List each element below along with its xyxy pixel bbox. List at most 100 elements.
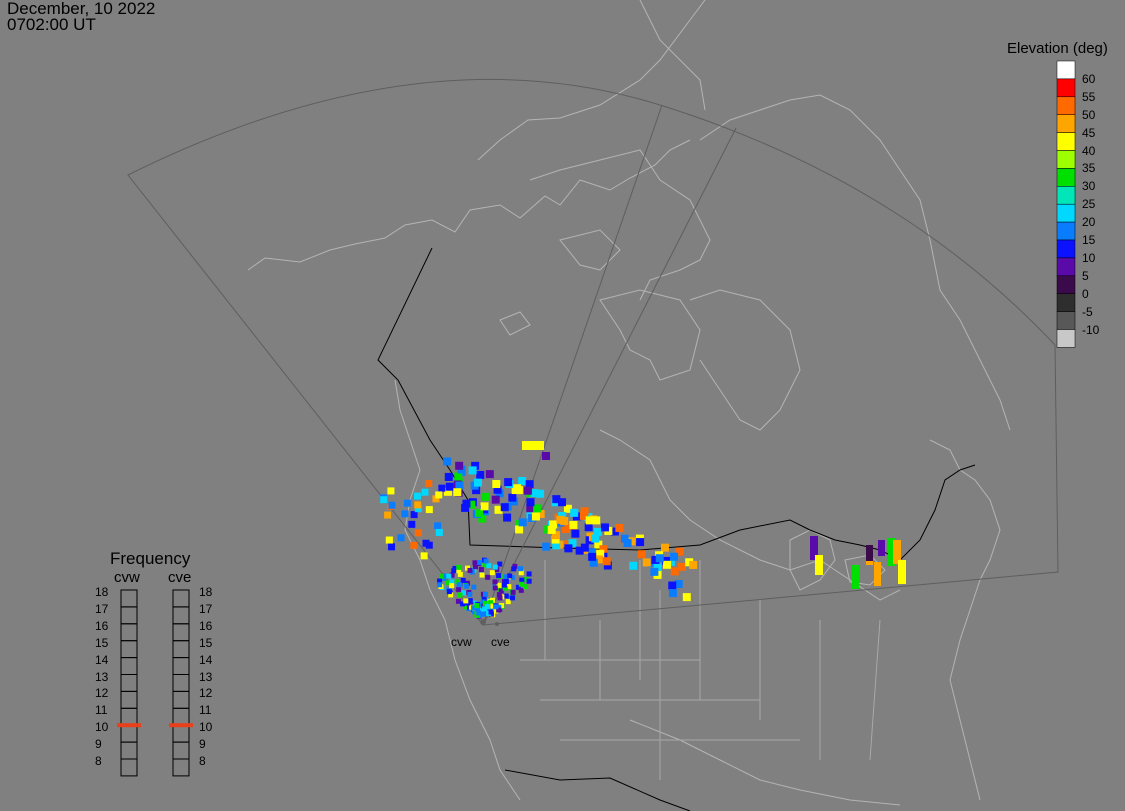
backscatter-cell: [670, 567, 679, 576]
backscatter-cell: [413, 492, 421, 500]
legend-swatch: [1056, 132, 1076, 151]
frequency-tick: 14: [199, 652, 213, 667]
legend-swatch: [1056, 203, 1076, 223]
backscatter-cell: [480, 611, 486, 617]
backscatter-cell: [593, 527, 602, 536]
backscatter-cell: [492, 564, 498, 570]
frequency-box: [120, 758, 138, 777]
legend-swatch: [1056, 221, 1076, 241]
backscatter-cell: [587, 548, 596, 557]
backscatter-cell: [518, 581, 524, 587]
backscatter-cell: [448, 592, 454, 598]
backscatter-cell: [486, 563, 492, 569]
backscatter-cell: [501, 582, 507, 588]
elevation-color-bar: [1056, 60, 1076, 348]
backscatter-cell: [584, 523, 593, 532]
backscatter-cell: [408, 520, 416, 528]
backscatter-cell: [455, 481, 464, 490]
backscatter-cell: [523, 584, 529, 590]
backscatter-cell: [456, 568, 462, 574]
legend-title: Elevation (deg): [1007, 40, 1108, 57]
backscatter-cell: [898, 560, 906, 584]
backscatter-cell: [508, 493, 517, 502]
frequency-marker: [117, 723, 141, 728]
backscatter-cell: [456, 582, 462, 588]
backscatter-cell: [422, 539, 430, 547]
frequency-box: [172, 623, 190, 642]
backscatter-cell: [483, 558, 489, 564]
backscatter-cell: [414, 501, 422, 509]
backscatter-cell: [530, 489, 539, 498]
backscatter-cell: [481, 603, 487, 609]
backscatter-cell: [636, 538, 645, 547]
legend-label: 45: [1082, 125, 1096, 140]
frequency-box: [120, 640, 138, 659]
backscatter-cell: [482, 600, 488, 606]
legend-label: 40: [1082, 143, 1096, 158]
backscatter-cell: [552, 495, 561, 504]
backscatter-cell: [852, 565, 859, 589]
backscatter-cell: [479, 572, 485, 578]
backscatter-cell: [511, 486, 520, 495]
backscatter-cell: [476, 470, 485, 479]
backscatter-cell: [650, 567, 659, 576]
backscatter-cell: [493, 604, 499, 610]
backscatter-cell: [445, 580, 451, 586]
backscatter-cell: [460, 601, 466, 607]
backscatter-cell: [488, 600, 494, 606]
frequency-tick: 12: [95, 686, 109, 701]
backscatter-cell: [474, 603, 480, 609]
backscatter-cell: [475, 508, 484, 517]
legend-swatch: [1056, 96, 1076, 115]
legend-label: 55: [1082, 89, 1096, 104]
backscatter-cell: [496, 604, 502, 610]
frequency-box: [120, 589, 138, 608]
backscatter-cell: [570, 508, 579, 517]
legend-swatch: [1056, 78, 1076, 98]
backscatter-cell: [571, 529, 580, 538]
backscatter-cell: [552, 541, 561, 550]
radar-name-cvw: cvw: [114, 569, 140, 586]
backscatter-cell: [496, 582, 502, 588]
backscatter-cell: [492, 579, 498, 585]
backscatter-cell: [437, 578, 443, 584]
legend-label: -10: [1082, 322, 1100, 337]
frequency-box: [120, 724, 138, 743]
backscatter-cell: [488, 609, 494, 615]
backscatter-cell: [414, 505, 422, 513]
backscatter-cell: [490, 603, 496, 609]
backscatter-cell: [602, 557, 611, 566]
backscatter-cell: [420, 552, 428, 560]
backscatter-cell: [437, 582, 443, 588]
fov-outlines: [127, 78, 1059, 626]
backscatter-cell: [494, 567, 500, 573]
backscatter-cell: [451, 568, 457, 574]
backscatter-cell: [467, 500, 476, 509]
backscatter-cell: [457, 592, 463, 598]
backscatter-cell: [660, 543, 669, 552]
frequency-tick: 18: [95, 585, 109, 599]
backscatter-cell: [569, 520, 578, 529]
backscatter-cell: [556, 515, 565, 524]
backscatter-cell: [492, 480, 501, 489]
backscatter-cell: [503, 579, 509, 585]
backscatter-cell: [589, 558, 598, 567]
frequency-box: [172, 640, 190, 659]
frequency-box: [120, 690, 138, 709]
frequency-tick: 16: [199, 618, 213, 633]
backscatter-cell: [505, 599, 511, 605]
backscatter-cell: [457, 571, 463, 577]
backscatter-cell: [403, 499, 411, 507]
frequency-tick: 9: [95, 737, 102, 752]
backscatter-cell: [551, 535, 560, 544]
legend-swatch: [1056, 150, 1076, 169]
backscatter-cell: [439, 573, 445, 579]
backscatter-cell: [410, 541, 418, 549]
backscatter-cell: [653, 563, 662, 572]
backscatter-cell: [815, 555, 823, 575]
backscatter-cell: [421, 488, 429, 496]
frequency-tick: 11: [199, 703, 212, 718]
backscatter-cell: [468, 466, 477, 475]
